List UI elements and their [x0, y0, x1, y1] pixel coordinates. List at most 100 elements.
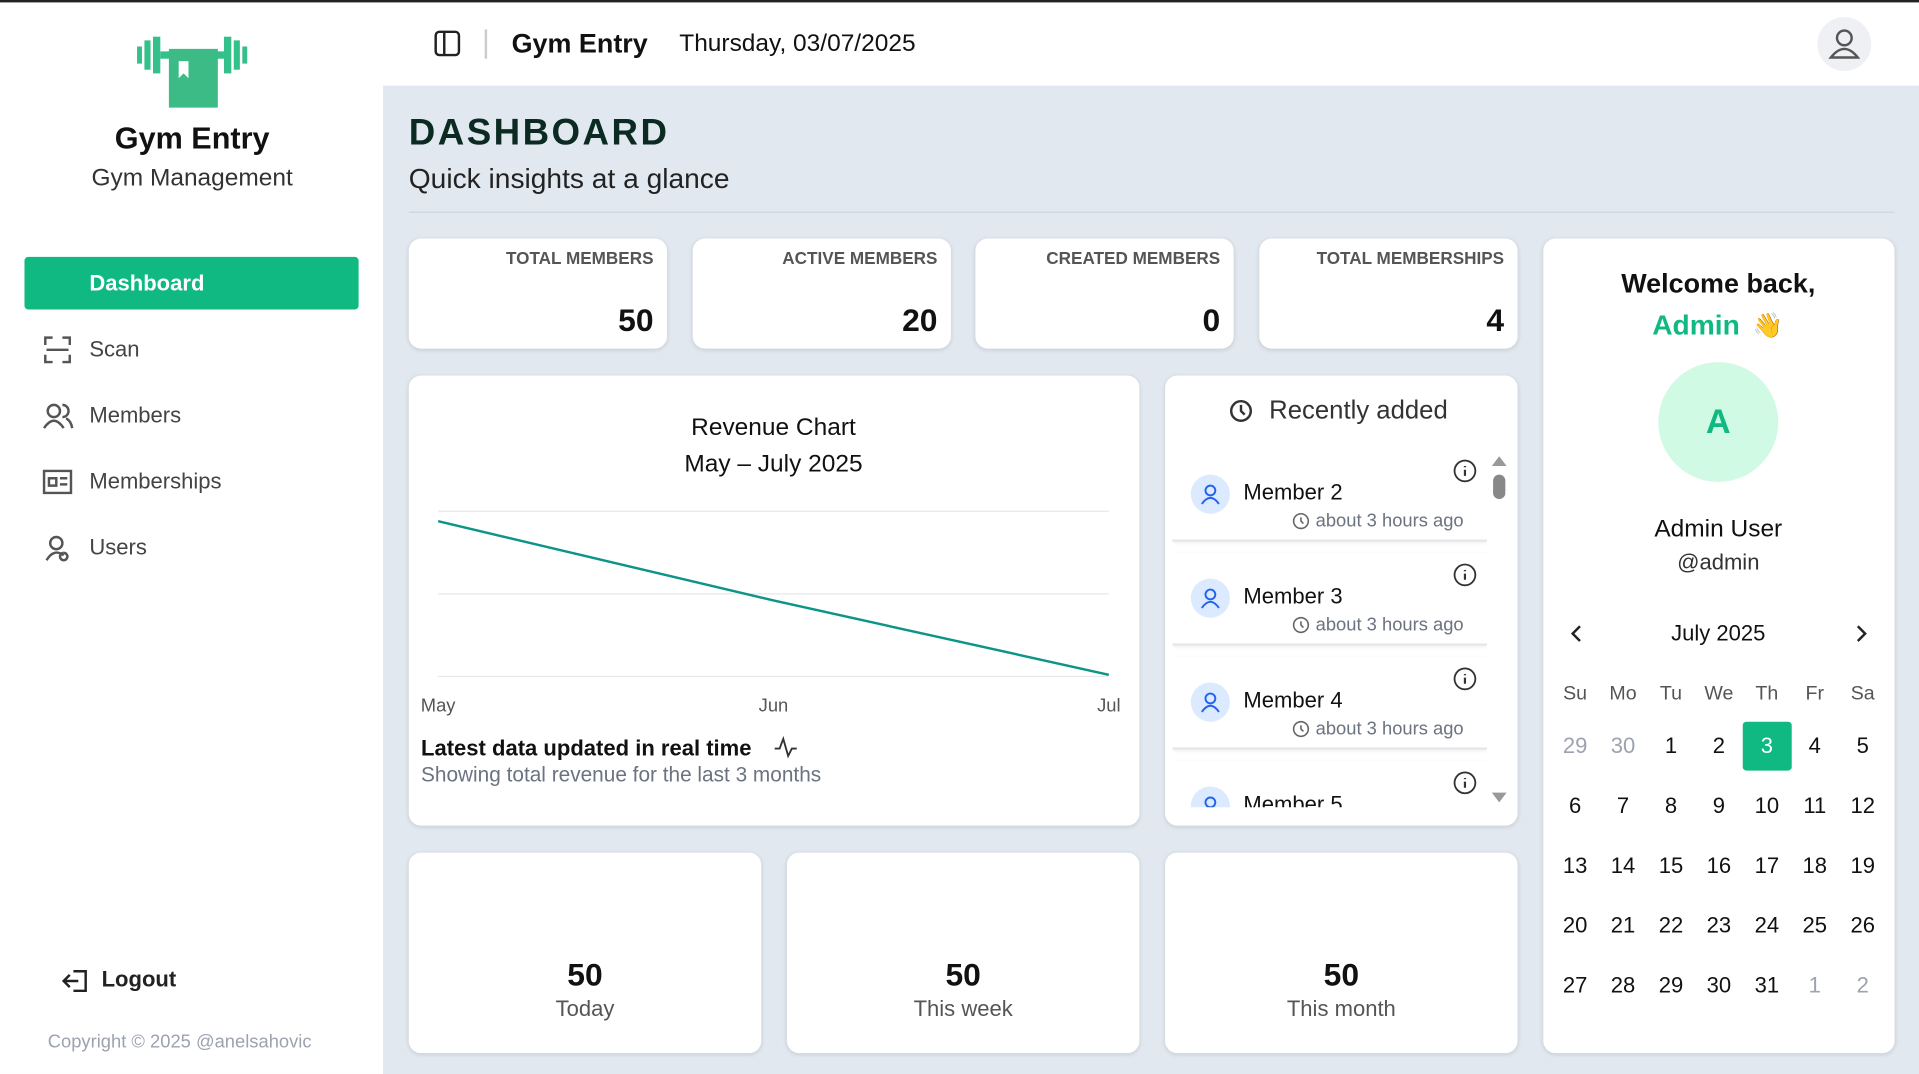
calendar-day[interactable]: 20 [1562, 913, 1588, 938]
info-icon[interactable] [1453, 667, 1477, 691]
member-icon [1204, 796, 1217, 808]
calendar-day[interactable]: 1 [1808, 973, 1821, 998]
calendar-day[interactable]: 10 [1754, 793, 1780, 818]
calendar-day[interactable]: 29 [1658, 973, 1684, 998]
gauge-value: 50 [945, 955, 981, 993]
member-name: Member 3 [1243, 584, 1343, 609]
member-time: about 3 hours ago [1315, 718, 1464, 740]
recent-title: Recently added [1269, 396, 1448, 425]
calendar-day[interactable]: 19 [1850, 853, 1875, 878]
calendar-day[interactable]: 28 [1610, 973, 1636, 998]
recent-item[interactable]: Member 5about 3 hours ago [1172, 760, 1487, 808]
weekday: Fr [1805, 683, 1825, 705]
nav-active-bg[interactable] [24, 256, 359, 310]
stat-value: 50 [618, 301, 654, 339]
member-avatar [1190, 682, 1230, 722]
info-icon[interactable] [1453, 459, 1477, 483]
nav-item[interactable]: Users [89, 535, 147, 560]
calendar-day[interactable]: 7 [1616, 793, 1630, 818]
calendar-day[interactable]: 16 [1706, 853, 1732, 878]
stat-label: TOTAL MEMBERSHIPS [1316, 248, 1505, 268]
info-icon[interactable] [1453, 771, 1477, 795]
calendar-day[interactable]: 27 [1562, 973, 1588, 998]
calendar-day[interactable]: 6 [1568, 793, 1582, 818]
weekday: Tu [1659, 683, 1683, 705]
calendar-day[interactable]: 4 [1808, 733, 1821, 758]
page-title: DASHBOARD [408, 112, 670, 153]
calendar-day[interactable]: 29 [1562, 733, 1588, 758]
member-icon [1201, 484, 1220, 505]
logout[interactable]: Logout [101, 966, 177, 992]
gauge-card [1165, 852, 1518, 1054]
clock-icon [1292, 616, 1310, 634]
member-name: Member 2 [1243, 480, 1343, 505]
recent-item[interactable]: Member 2 about 3 hours ago [1172, 448, 1487, 542]
avatar-initial: A [1705, 402, 1731, 441]
stat-label: TOTAL MEMBERS [505, 248, 654, 268]
tagline: Gym Management [91, 164, 293, 192]
calendar-day[interactable]: 5 [1856, 733, 1869, 758]
stat-card [692, 238, 951, 349]
calendar-day[interactable]: 14 [1610, 853, 1636, 878]
gauge-label: This month [1286, 996, 1396, 1021]
brand: Gym Entry [114, 121, 270, 156]
calendar-day[interactable]: 12 [1850, 793, 1875, 818]
calendar-day[interactable]: 30 [1610, 733, 1636, 758]
weekday: Sa [1850, 683, 1875, 705]
gauge-value: 50 [567, 955, 603, 993]
member-time: about 3 hours ago [1315, 510, 1464, 532]
member-time: about 3 hours ago [1315, 614, 1464, 636]
calendar-day[interactable]: 22 [1658, 913, 1684, 938]
calendar-day[interactable]: 2 [1856, 973, 1869, 998]
gauge-card [408, 852, 762, 1054]
calendar-day[interactable]: 31 [1754, 973, 1780, 998]
nav-item[interactable]: Members [89, 403, 182, 428]
header-title: Gym Entry [511, 28, 648, 59]
gauge-card [786, 852, 1140, 1054]
stat-card [408, 238, 667, 349]
member-icon [1201, 692, 1220, 713]
calendar-day[interactable]: 25 [1802, 913, 1828, 938]
calendar-day[interactable]: 8 [1664, 793, 1678, 818]
calendar-month: July 2025 [1671, 620, 1766, 646]
gauge-value: 50 [1323, 955, 1360, 993]
top-border [0, 0, 1919, 3]
nav-item[interactable]: Memberships [89, 469, 222, 494]
full-name: Admin User [1654, 515, 1783, 543]
nav-item[interactable]: Dashboard [89, 270, 205, 296]
nav-item[interactable]: Scan [89, 336, 140, 362]
recent-item[interactable]: Member 3 about 3 hours ago [1172, 552, 1487, 646]
chart-subtitle: May – July 2025 [684, 450, 863, 478]
stat-card [1259, 238, 1518, 349]
calendar-day[interactable]: 17 [1754, 853, 1780, 878]
calendar-day[interactable]: 24 [1754, 913, 1780, 938]
calendar-day[interactable]: 1 [1664, 733, 1678, 758]
calendar-day[interactable]: 30 [1706, 973, 1732, 998]
selected-day-bg[interactable] [1742, 721, 1792, 771]
calendar-day[interactable]: 26 [1850, 913, 1875, 938]
header-bar [383, 2, 1919, 86]
divider [408, 211, 1895, 213]
x-tick-label: May [420, 695, 456, 717]
x-tick-label: Jun [758, 695, 789, 717]
calendar-day[interactable]: 3 [1760, 733, 1773, 758]
info-icon[interactable] [1453, 563, 1477, 587]
calendar-day[interactable]: 21 [1610, 913, 1636, 938]
page-subtitle: Quick insights at a glance [408, 162, 730, 194]
handle: @admin [1677, 549, 1760, 575]
calendar-day[interactable]: 9 [1712, 793, 1726, 818]
sidebar [0, 2, 384, 1074]
calendar-day[interactable]: 15 [1658, 853, 1684, 878]
stat-card [975, 238, 1234, 349]
calendar-day[interactable]: 18 [1802, 853, 1828, 878]
calendar-day[interactable]: 13 [1562, 853, 1588, 878]
calendar-day[interactable]: 11 [1803, 793, 1827, 818]
calendar-day[interactable]: 2 [1712, 733, 1726, 758]
member-avatar [1190, 474, 1230, 514]
recent-item[interactable]: Member 4 about 3 hours ago [1172, 656, 1487, 750]
wave: 👋 [1752, 312, 1784, 340]
calendar-day[interactable]: 23 [1706, 913, 1732, 938]
chart-footer-title: Latest data updated in real time [421, 735, 752, 761]
